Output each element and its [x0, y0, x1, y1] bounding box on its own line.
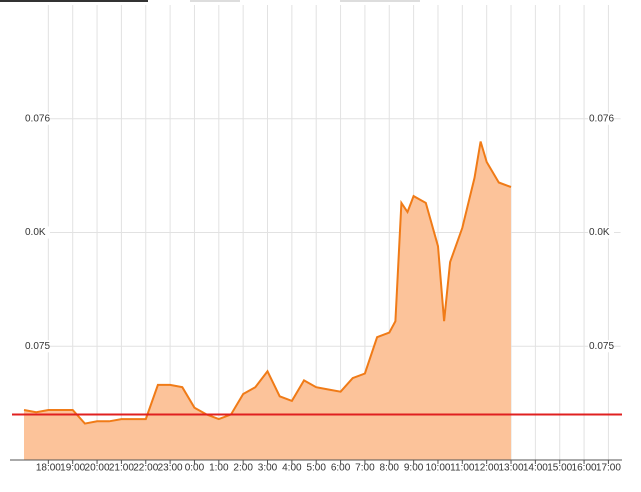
- x-tick-label: 8:00: [380, 463, 400, 474]
- y-tick-label: 0.0K: [589, 227, 610, 238]
- x-tick-label: 11:00: [450, 463, 475, 474]
- y-tick-label: 0.075: [25, 341, 50, 352]
- x-tick-label: 18:00: [36, 463, 61, 474]
- x-tick-label: 19:00: [60, 463, 85, 474]
- x-tick-label: 3:00: [258, 463, 278, 474]
- y-tick-label: 0.075: [589, 341, 614, 352]
- y-tick-bg: [588, 226, 614, 239]
- x-tick-label: 21:00: [109, 463, 134, 474]
- x-tick-label: 0:00: [185, 463, 205, 474]
- x-tick-label: 15:00: [547, 463, 572, 474]
- x-tick-label: 9:00: [404, 463, 424, 474]
- area: [24, 141, 512, 460]
- y-tick-bg: [588, 340, 614, 353]
- y-tick-label: 0.076: [25, 113, 50, 124]
- y-tick-bg: [588, 112, 614, 125]
- x-tick-label: 22:00: [133, 463, 158, 474]
- x-tick-label: 2:00: [233, 463, 253, 474]
- y-tick-bg: [24, 340, 50, 353]
- x-tick-label: 12:00: [474, 463, 499, 474]
- x-tick-label: 14:00: [523, 463, 548, 474]
- y-tick-label: 0.0K: [25, 227, 46, 238]
- x-tick-label: 13:00: [499, 463, 524, 474]
- y-tick-label: 0.076: [589, 113, 614, 124]
- x-tick-label: 10:00: [425, 463, 450, 474]
- x-tick-label: 6:00: [331, 463, 351, 474]
- x-tick-label: 1:00: [209, 463, 229, 474]
- y-tick-bg: [24, 112, 50, 125]
- x-tick-label: 7:00: [355, 463, 375, 474]
- x-tick-label: 5:00: [306, 463, 326, 474]
- y-tick-bg: [24, 226, 50, 239]
- x-tick-label: 4:00: [282, 463, 302, 474]
- x-tick-label: 17:00: [596, 463, 621, 474]
- x-tick-label: 23:00: [158, 463, 183, 474]
- x-tick-label: 20:00: [85, 463, 110, 474]
- x-tick-label: 16:00: [572, 463, 597, 474]
- line: [23, 141, 512, 425]
